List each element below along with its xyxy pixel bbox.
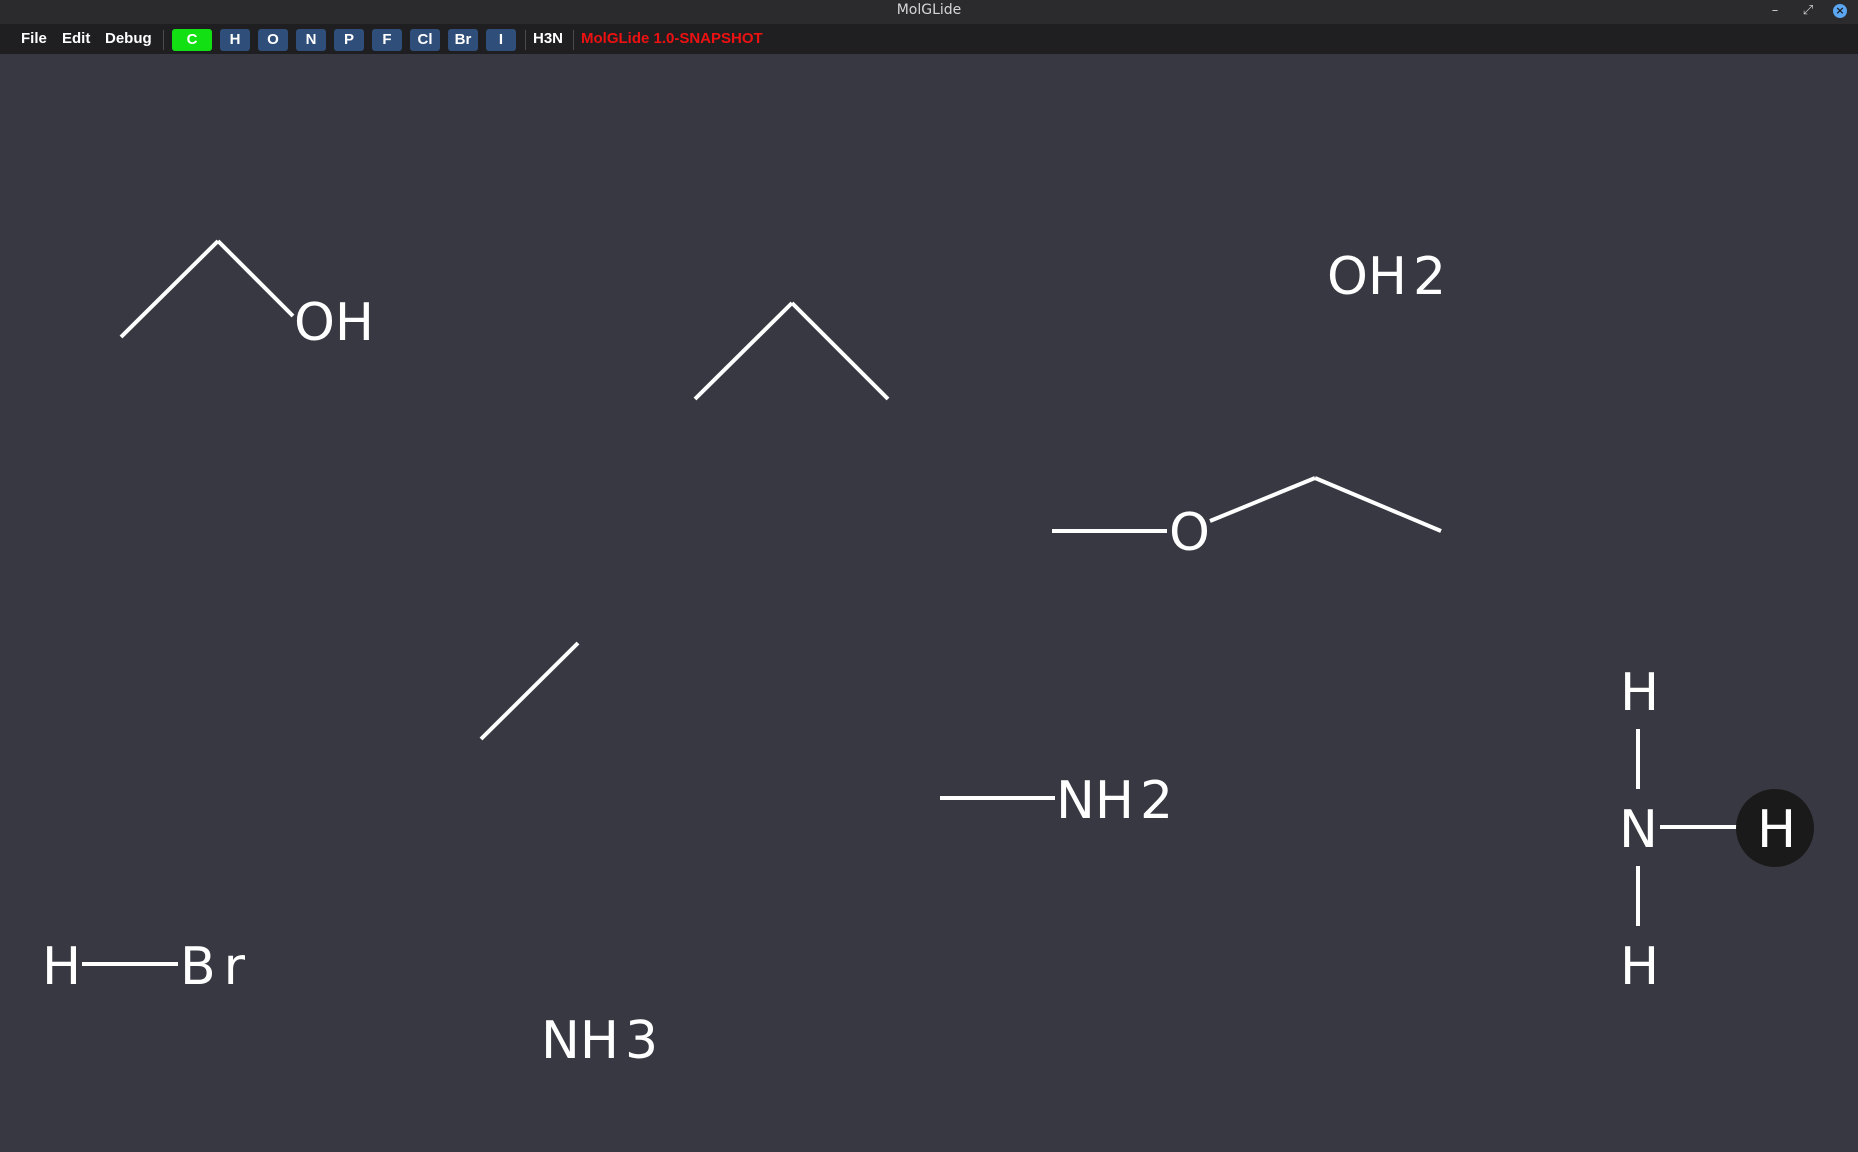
separator — [573, 30, 574, 50]
atom-label-n[interactable]: N — [1619, 800, 1658, 860]
bond[interactable] — [693, 301, 794, 401]
element-button-i[interactable]: I — [486, 29, 516, 51]
atom-label-h[interactable]: H — [42, 937, 81, 997]
menu-edit[interactable]: Edit — [62, 30, 91, 47]
separator — [525, 30, 526, 50]
minimize-icon[interactable]: – — [1771, 3, 1779, 18]
element-button-cl[interactable]: Cl — [410, 29, 440, 51]
element-button-n[interactable]: N — [296, 29, 326, 51]
element-button-o[interactable]: O — [258, 29, 288, 51]
atom-label-h-right[interactable]: H — [1757, 800, 1796, 860]
bond[interactable] — [1209, 476, 1316, 523]
water-label: OH — [1327, 247, 1407, 307]
bond[interactable] — [216, 239, 295, 318]
element-button-br[interactable]: Br — [448, 29, 478, 51]
restore-icon[interactable]: ⤢ — [1802, 3, 1814, 18]
atom-label-oh[interactable]: OH — [294, 293, 374, 353]
molecule-canvas[interactable]: OH OH 2 O NH 2 NH 3 H Br H N H H — [0, 54, 1858, 1148]
molecule-ammonia-formula[interactable]: NH 3 — [541, 1011, 658, 1071]
molecular-formula: H3N — [533, 30, 564, 47]
molecule-ether[interactable] — [1052, 476, 1442, 533]
molecule-water[interactable]: OH 2 — [1327, 247, 1446, 307]
ammonia-label: NH — [541, 1011, 619, 1071]
bond[interactable] — [1314, 476, 1442, 533]
window-title: MolGLide — [896, 2, 962, 18]
close-icon[interactable]: × — [1833, 4, 1847, 18]
menu-debug[interactable]: Debug — [105, 30, 152, 47]
bond[interactable] — [790, 301, 890, 401]
menu-bar: File Edit Debug C H O N P F Cl Br I H3N … — [0, 24, 1858, 54]
methylamine-subscript: 2 — [1140, 771, 1173, 831]
separator — [163, 30, 164, 50]
element-button-c[interactable]: C — [172, 29, 212, 51]
molecule-ethane-bond[interactable] — [479, 641, 580, 741]
atom-label-h-top[interactable]: H — [1620, 663, 1659, 723]
element-button-p[interactable]: P — [334, 29, 364, 51]
molecule-ethanol[interactable] — [119, 239, 295, 339]
atom-hover-highlight — [1736, 789, 1814, 867]
element-button-f[interactable]: F — [372, 29, 402, 51]
molecule-svg[interactable]: OH OH 2 O NH 2 NH 3 H Br H N H H — [0, 54, 1858, 1148]
ammonia-subscript: 3 — [625, 1011, 658, 1071]
menu-file[interactable]: File — [21, 30, 47, 47]
version-label: MolGLide 1.0-SNAPSHOT — [581, 30, 763, 47]
atom-label-br[interactable]: Br — [180, 937, 253, 997]
element-button-h[interactable]: H — [220, 29, 250, 51]
title-bar: MolGLide – ⤢ × — [0, 0, 1858, 24]
bond[interactable] — [119, 239, 220, 339]
molecule-propane[interactable] — [693, 301, 890, 401]
methylamine-label: NH — [1056, 771, 1134, 831]
molecule-methylamine-label[interactable]: NH 2 — [1056, 771, 1173, 831]
atom-label-o[interactable]: O — [1169, 503, 1210, 563]
water-subscript: 2 — [1413, 247, 1446, 307]
atom-label-h-bottom[interactable]: H — [1620, 937, 1659, 997]
